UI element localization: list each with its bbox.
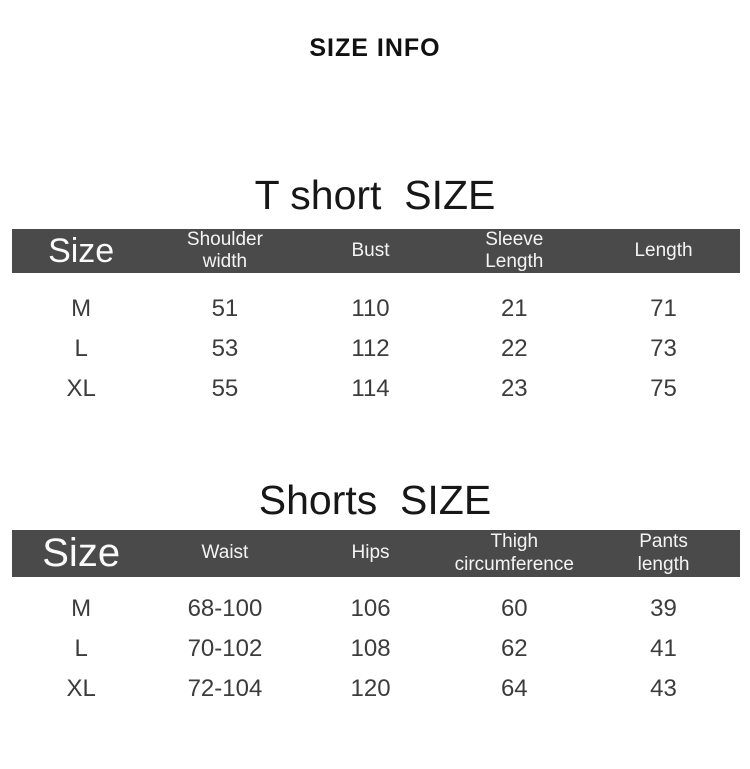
value-cell: 60 xyxy=(500,595,528,622)
value-cell: 22 xyxy=(500,335,528,362)
value-cell: 114 xyxy=(351,375,390,402)
size-cell: L xyxy=(74,635,88,662)
value-cell: 64 xyxy=(500,675,528,702)
value-cell: 75 xyxy=(650,375,677,402)
shorts-table-body: M 68-100 106 60 39 L 70-102 108 62 41 XL… xyxy=(12,577,740,709)
value-cell: 68-100 xyxy=(187,595,263,622)
shorts-header-thigh-circumference: Thigh circumference xyxy=(442,530,588,577)
tshirt-header-sleeve-length: Sleeve Length xyxy=(442,229,588,273)
value-cell: 43 xyxy=(650,675,677,702)
size-cell: M xyxy=(71,595,92,622)
shorts-header-waist: Waist xyxy=(201,542,249,564)
value-cell: 108 xyxy=(350,635,391,662)
size-cell: XL xyxy=(66,675,96,702)
tshirt-header-length: Length xyxy=(634,239,693,261)
header-label: Thigh circumference xyxy=(454,531,574,575)
value-cell: 71 xyxy=(650,295,677,322)
tshirt-header-shoulder-width: Shoulder width xyxy=(150,229,299,273)
shorts-header-size: Size xyxy=(42,530,121,575)
tshirt-table-header-row: Size Shoulder width Bust Sleeve Length L… xyxy=(12,229,740,273)
value-cell: 23 xyxy=(500,375,528,402)
header-label: Sleeve Length xyxy=(485,228,544,272)
page-title: SIZE INFO xyxy=(309,34,441,62)
table-row: L 70-102 108 62 41 xyxy=(12,629,740,669)
size-cell: XL xyxy=(66,375,96,402)
value-cell: 73 xyxy=(650,335,677,362)
table-row: XL 55 114 23 75 xyxy=(12,369,740,409)
value-cell: 110 xyxy=(351,295,390,322)
value-cell: 39 xyxy=(650,595,677,622)
table-row: XL 72-104 120 64 43 xyxy=(12,669,740,709)
value-cell: 51 xyxy=(211,295,239,322)
table-row: M 68-100 106 60 39 xyxy=(12,589,740,629)
value-cell: 41 xyxy=(650,635,677,662)
tshirt-table-title: T short SIZE xyxy=(254,172,496,218)
header-label: Shoulder width xyxy=(186,228,263,272)
value-cell: 112 xyxy=(351,335,390,362)
value-cell: 53 xyxy=(211,335,239,362)
shorts-table-title: Shorts SIZE xyxy=(258,477,492,523)
header-label: Pants length xyxy=(637,531,690,575)
shorts-header-pants-length: Pants length xyxy=(587,530,740,577)
value-cell: 72-104 xyxy=(187,675,263,702)
size-cell: M xyxy=(71,295,92,322)
value-cell: 120 xyxy=(350,675,391,702)
value-cell: 21 xyxy=(500,295,528,322)
tshirt-table-body: M 51 110 21 71 L 53 112 22 73 XL 55 114 … xyxy=(12,273,740,409)
tshirt-header-bust: Bust xyxy=(351,239,390,261)
shorts-table-header-row: Size Waist Hips Thigh circumference Pant… xyxy=(12,530,740,577)
tshirt-header-size: Size xyxy=(48,231,115,270)
value-cell: 106 xyxy=(350,595,391,622)
table-row: M 51 110 21 71 xyxy=(12,289,740,329)
value-cell: 55 xyxy=(211,375,239,402)
table-row: L 53 112 22 73 xyxy=(12,329,740,369)
size-cell: L xyxy=(74,335,88,362)
shorts-header-hips: Hips xyxy=(351,542,390,564)
value-cell: 70-102 xyxy=(187,635,263,662)
value-cell: 62 xyxy=(500,635,528,662)
